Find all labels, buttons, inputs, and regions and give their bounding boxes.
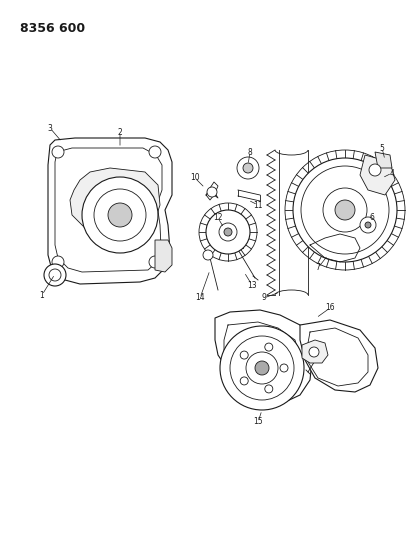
Text: 14: 14 — [195, 294, 204, 303]
Circle shape — [240, 377, 247, 385]
Circle shape — [44, 264, 66, 286]
Text: 11: 11 — [253, 200, 262, 209]
Circle shape — [218, 223, 236, 241]
Circle shape — [148, 256, 161, 268]
Text: 12: 12 — [213, 214, 222, 222]
Circle shape — [243, 163, 252, 173]
Circle shape — [52, 256, 64, 268]
Text: 7: 7 — [315, 263, 320, 272]
Polygon shape — [359, 155, 394, 195]
Circle shape — [236, 157, 258, 179]
Circle shape — [300, 166, 388, 254]
Circle shape — [364, 222, 370, 228]
Circle shape — [205, 210, 249, 254]
Text: 10: 10 — [190, 174, 199, 182]
Circle shape — [220, 326, 303, 410]
Circle shape — [264, 343, 272, 351]
Polygon shape — [301, 340, 327, 363]
Circle shape — [52, 146, 64, 158]
Polygon shape — [374, 152, 391, 168]
Circle shape — [254, 361, 268, 375]
Circle shape — [202, 250, 213, 260]
Circle shape — [368, 164, 380, 176]
Circle shape — [359, 217, 375, 233]
Text: 15: 15 — [253, 417, 262, 426]
Polygon shape — [299, 320, 377, 392]
Circle shape — [49, 269, 61, 281]
Text: 5: 5 — [379, 143, 384, 152]
Circle shape — [240, 351, 247, 359]
Circle shape — [82, 177, 157, 253]
Text: 3: 3 — [47, 124, 52, 133]
Circle shape — [264, 385, 272, 393]
Polygon shape — [70, 168, 160, 232]
Text: 1: 1 — [40, 290, 44, 300]
Circle shape — [279, 364, 287, 372]
Circle shape — [108, 203, 132, 227]
Circle shape — [229, 336, 293, 400]
Circle shape — [245, 352, 277, 384]
Polygon shape — [48, 138, 172, 284]
Polygon shape — [155, 240, 172, 272]
Circle shape — [148, 146, 161, 158]
Text: 6: 6 — [369, 214, 373, 222]
Circle shape — [207, 187, 216, 197]
Circle shape — [322, 188, 366, 232]
Text: 16: 16 — [324, 303, 334, 312]
Text: 8356 600: 8356 600 — [20, 22, 85, 35]
Polygon shape — [214, 310, 311, 402]
Text: 8: 8 — [247, 148, 252, 157]
Text: 9: 9 — [261, 294, 266, 303]
Circle shape — [223, 228, 231, 236]
Text: 13: 13 — [247, 280, 256, 289]
Circle shape — [308, 347, 318, 357]
Text: 2: 2 — [117, 127, 122, 136]
Circle shape — [94, 189, 146, 241]
Text: 4: 4 — [389, 168, 393, 177]
Circle shape — [334, 200, 354, 220]
Circle shape — [292, 158, 396, 262]
